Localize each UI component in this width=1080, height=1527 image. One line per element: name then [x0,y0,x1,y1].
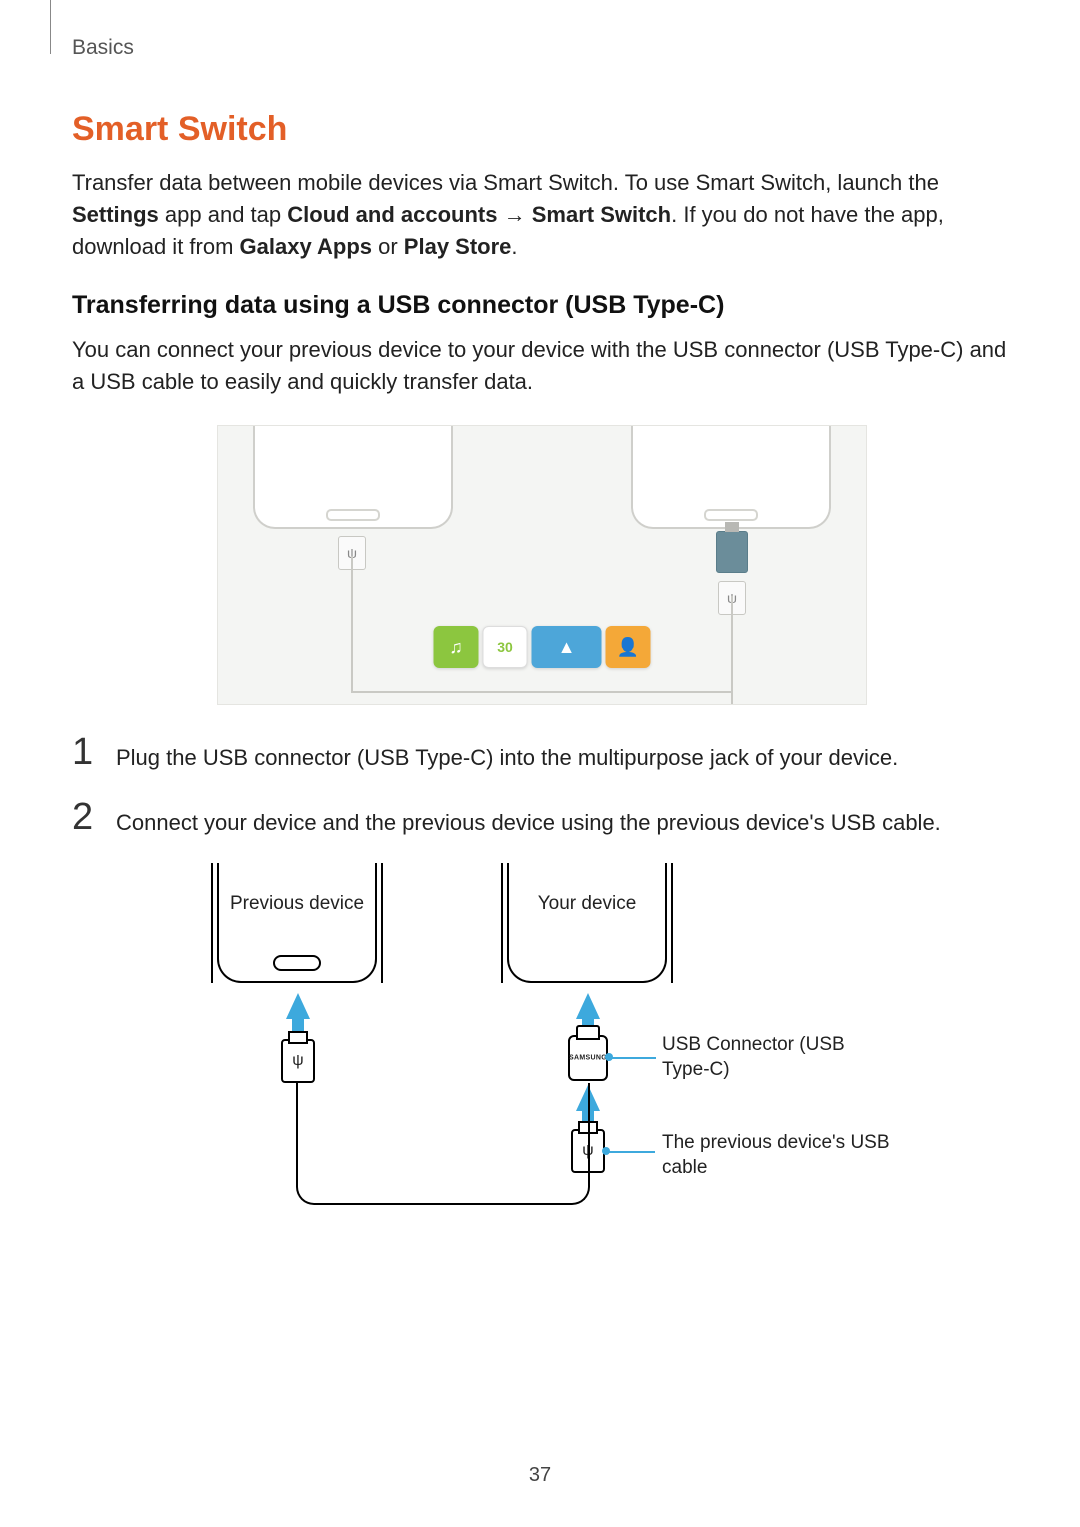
media-icons-group: ♫ 30 ▲ 👤 [434,626,651,668]
page-number: 37 [529,1464,551,1487]
your-device-icon: Your device [507,863,667,983]
previous-device-label: Previous device [219,893,375,915]
intro-bold-settings: Settings [72,202,159,227]
step-text: Connect your device and the previous dev… [116,798,941,839]
arrow-up-icon [286,993,310,1019]
usb-symbol-icon: ψ [292,1052,303,1070]
step-list: 1 Plug the USB connector (USB Type-C) in… [72,733,1012,839]
usb-adapter-icon [716,531,748,573]
intro-bold-playstore: Play Store [404,234,512,259]
cable-segment [351,691,733,693]
usb-plug-icon: ψ [281,1039,315,1083]
leader-line [605,1151,655,1153]
step-number: 2 [72,798,100,836]
intro-bold-smartswitch: Smart Switch [532,202,671,227]
section-header: Basics [72,36,134,60]
phone-left-icon [253,425,453,529]
cable-segment [731,596,733,705]
header-rule [50,0,51,54]
intro-bold-cloud: Cloud and accounts [287,202,497,227]
music-icon: ♫ [434,626,479,668]
usb-cable-icon [296,1083,590,1205]
previous-device-icon: Previous device [217,863,377,983]
samsung-label: SAMSUNG [569,1055,607,1062]
figure-transfer-illustration: ψ ψ ♫ 30 ▲ 👤 [217,425,867,705]
intro-text-4: or [372,234,404,259]
contact-icon: 👤 [606,626,651,668]
arrow-up-icon [576,993,600,1019]
your-device-label: Your device [509,893,665,915]
sub-paragraph: You can connect your previous device to … [72,334,1012,398]
calendar-icon: 30 [483,626,528,668]
intro-bold-galaxy: Galaxy Apps [240,234,372,259]
subheading: Transferring data using a USB connector … [72,291,1012,320]
page-title: Smart Switch [72,110,1012,149]
callout-usb-connector: USB Connector (USB Type-C) [662,1033,892,1082]
intro-arrow: → [498,202,532,227]
callout-usb-cable: The previous device's USB cable [662,1131,892,1180]
step-1: 1 Plug the USB connector (USB Type-C) in… [72,733,1012,774]
step-2: 2 Connect your device and the previous d… [72,798,1012,839]
intro-paragraph: Transfer data between mobile devices via… [72,167,1012,263]
intro-text-2: app and tap [159,202,287,227]
usb-connector-adapter-icon: SAMSUNG [568,1035,608,1081]
page-content: Smart Switch Transfer data between mobil… [72,100,1012,1243]
photo-icon: ▲ [532,626,602,668]
figure-connection-diagram: Previous device Your device ψ SAMSUNG ψ … [192,863,892,1243]
intro-text-5: . [511,234,517,259]
leader-line [608,1057,656,1059]
step-text: Plug the USB connector (USB Type-C) into… [116,733,898,774]
step-number: 1 [72,733,100,771]
cable-segment [351,556,353,691]
home-button-icon [273,955,321,971]
intro-text-1: Transfer data between mobile devices via… [72,170,939,195]
phone-right-icon [631,425,831,529]
